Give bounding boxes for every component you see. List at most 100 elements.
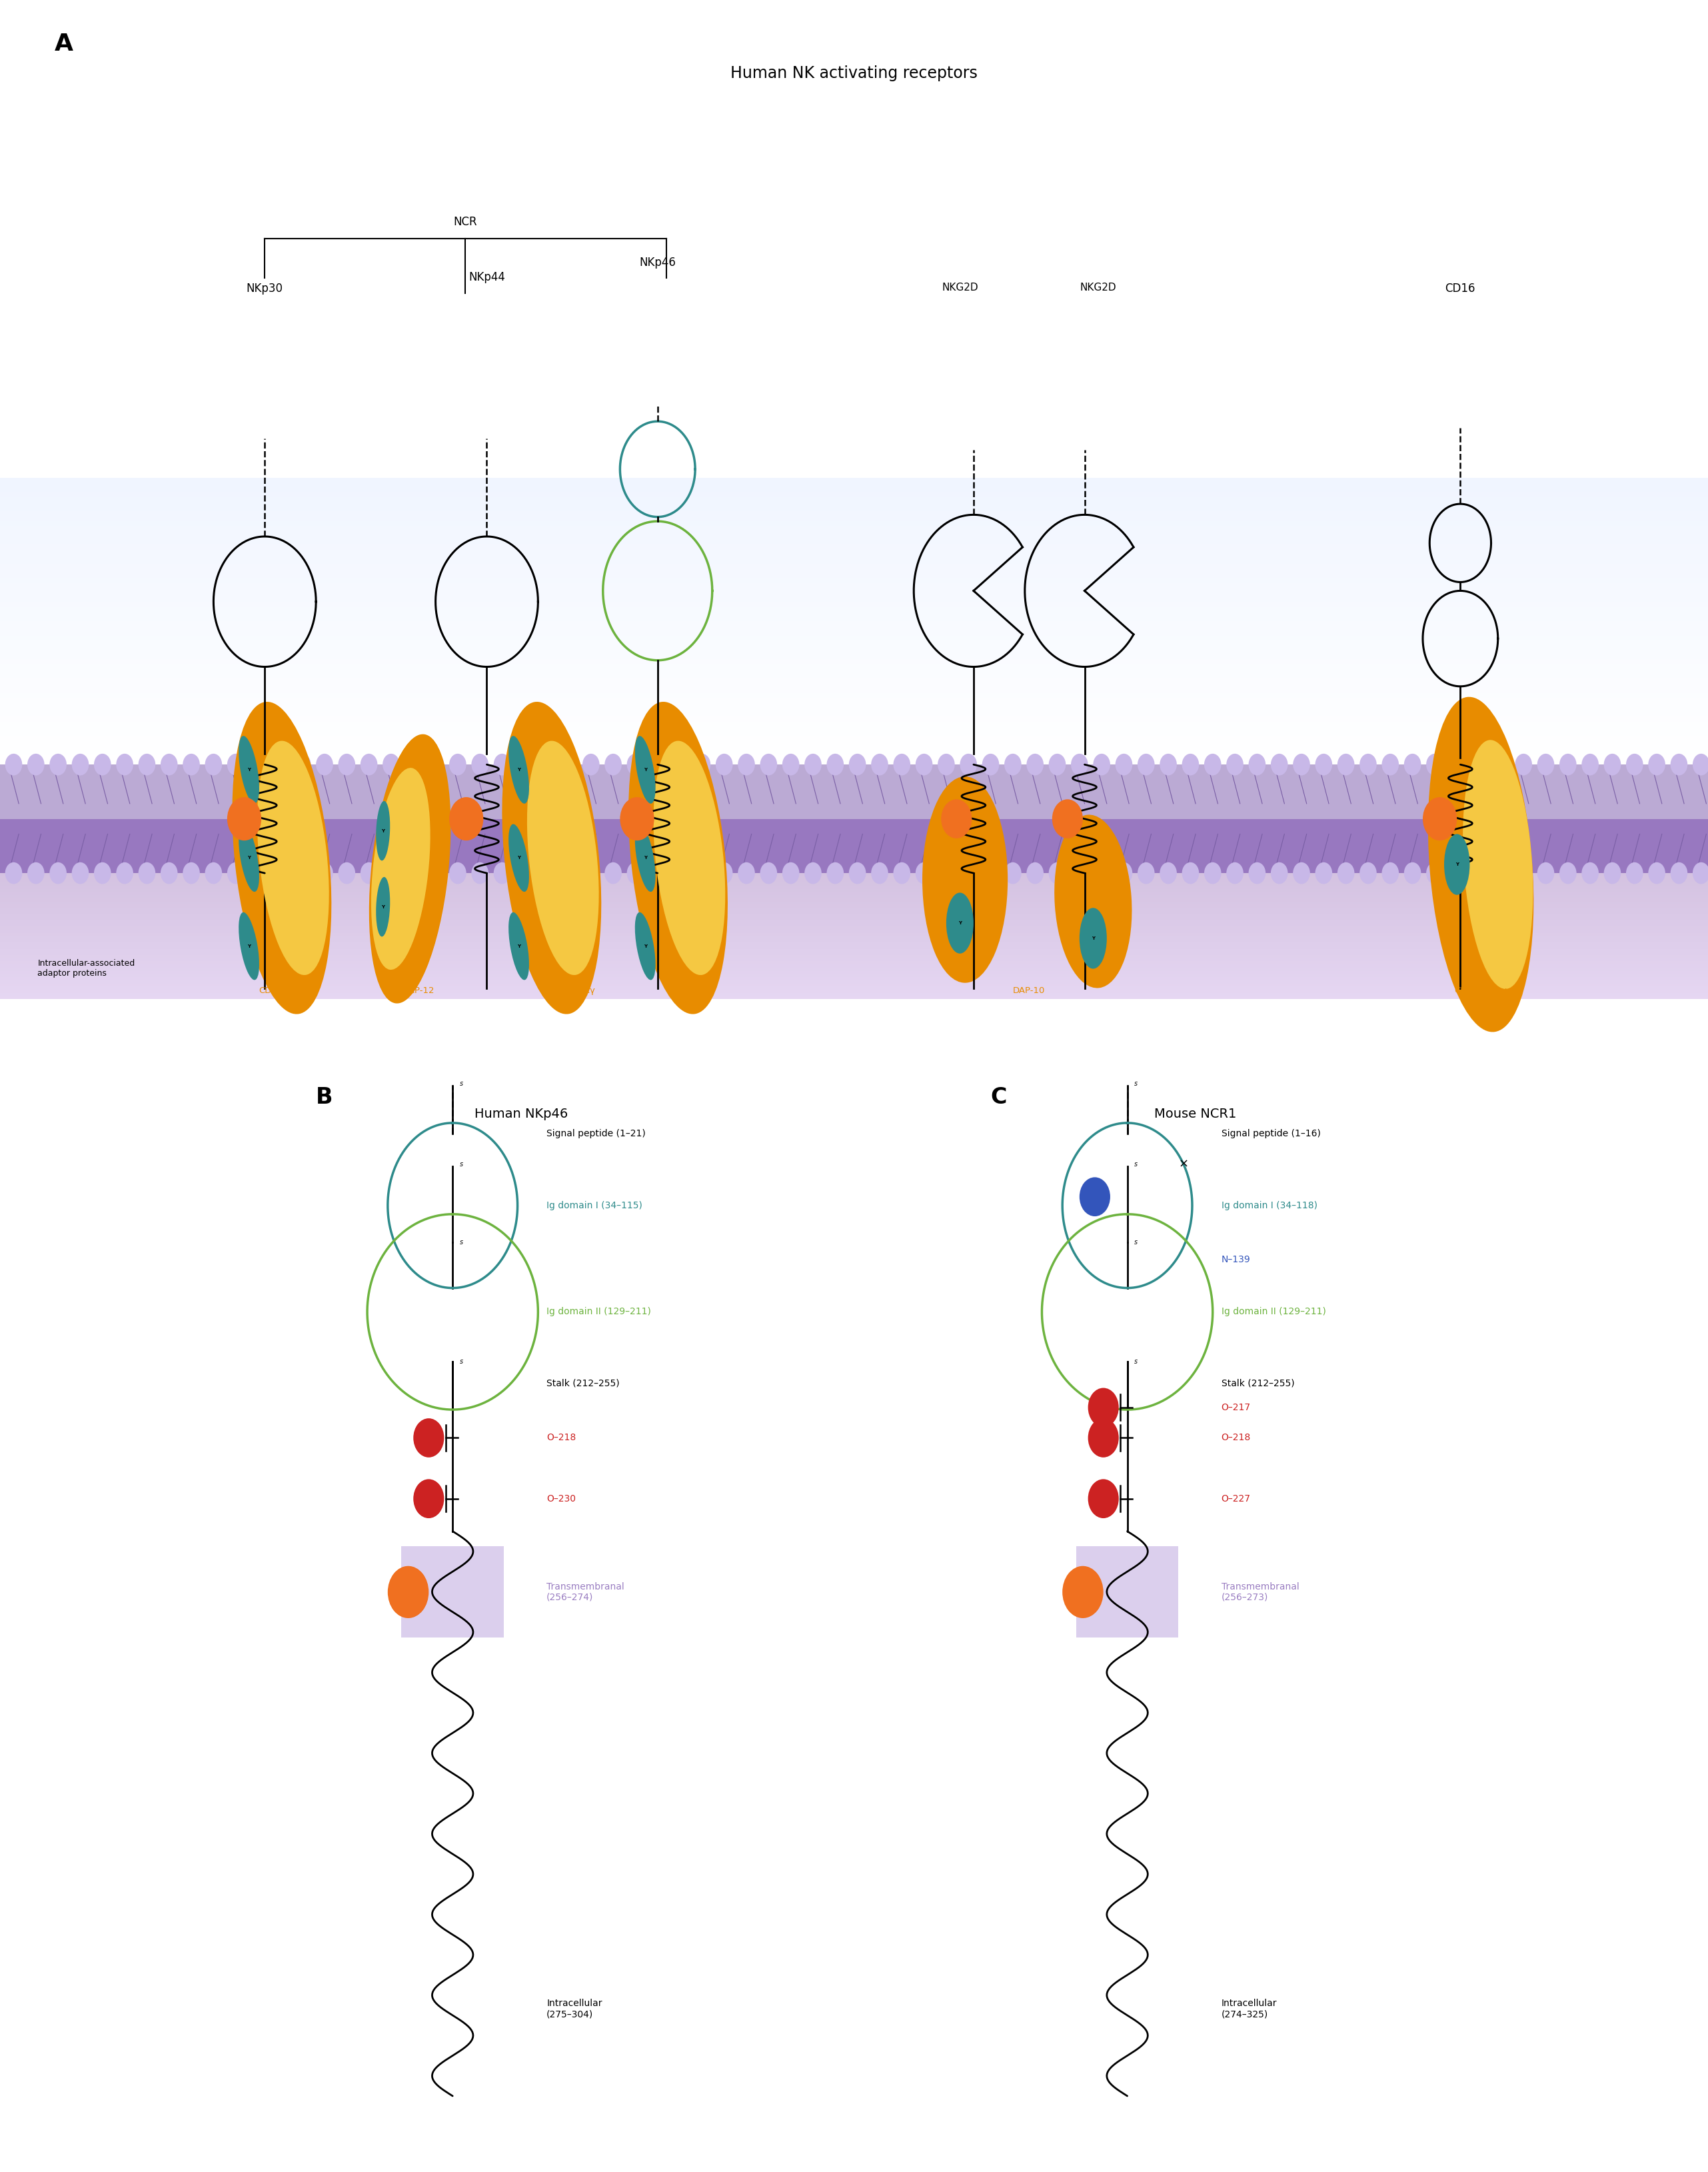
FancyBboxPatch shape bbox=[0, 602, 1708, 606]
Text: CD3ζ/FcεRγ: CD3ζ/FcεRγ bbox=[1455, 986, 1506, 995]
Circle shape bbox=[338, 754, 355, 775]
Circle shape bbox=[627, 754, 644, 775]
Circle shape bbox=[183, 862, 200, 884]
Circle shape bbox=[494, 862, 511, 884]
Circle shape bbox=[338, 862, 355, 884]
FancyBboxPatch shape bbox=[0, 613, 1708, 617]
Ellipse shape bbox=[376, 801, 389, 860]
Circle shape bbox=[1382, 862, 1399, 884]
FancyBboxPatch shape bbox=[0, 910, 1708, 914]
Text: NKp30: NKp30 bbox=[246, 282, 284, 295]
Text: DAP-12: DAP-12 bbox=[403, 986, 434, 995]
Circle shape bbox=[449, 862, 466, 884]
Circle shape bbox=[427, 862, 444, 884]
Text: CD16: CD16 bbox=[1445, 282, 1476, 295]
Text: NKG2D: NKG2D bbox=[1079, 282, 1117, 293]
Text: C: C bbox=[991, 1086, 1008, 1108]
Ellipse shape bbox=[922, 775, 1008, 982]
FancyBboxPatch shape bbox=[0, 886, 1708, 888]
FancyBboxPatch shape bbox=[0, 736, 1708, 741]
Circle shape bbox=[560, 754, 577, 775]
Circle shape bbox=[1071, 754, 1088, 775]
FancyBboxPatch shape bbox=[0, 930, 1708, 934]
FancyBboxPatch shape bbox=[0, 997, 1708, 999]
FancyBboxPatch shape bbox=[1076, 1546, 1179, 1638]
FancyBboxPatch shape bbox=[0, 951, 1708, 956]
Text: DAP-10: DAP-10 bbox=[1013, 986, 1045, 995]
Ellipse shape bbox=[635, 823, 656, 893]
Circle shape bbox=[1559, 862, 1576, 884]
Ellipse shape bbox=[509, 736, 529, 804]
FancyBboxPatch shape bbox=[0, 697, 1708, 702]
Circle shape bbox=[1693, 862, 1708, 884]
Circle shape bbox=[1515, 862, 1532, 884]
Circle shape bbox=[1049, 862, 1066, 884]
FancyBboxPatch shape bbox=[0, 990, 1708, 993]
FancyBboxPatch shape bbox=[0, 510, 1708, 517]
FancyBboxPatch shape bbox=[0, 895, 1708, 899]
FancyBboxPatch shape bbox=[0, 597, 1708, 602]
Circle shape bbox=[804, 862, 822, 884]
FancyBboxPatch shape bbox=[0, 908, 1708, 910]
Ellipse shape bbox=[376, 877, 389, 936]
Circle shape bbox=[782, 754, 799, 775]
Circle shape bbox=[1027, 862, 1044, 884]
FancyBboxPatch shape bbox=[0, 945, 1708, 949]
FancyBboxPatch shape bbox=[0, 482, 1708, 487]
Ellipse shape bbox=[1445, 834, 1469, 895]
Text: s: s bbox=[1134, 1358, 1138, 1366]
FancyBboxPatch shape bbox=[0, 702, 1708, 708]
Circle shape bbox=[1360, 754, 1377, 775]
Circle shape bbox=[538, 862, 555, 884]
FancyBboxPatch shape bbox=[0, 554, 1708, 558]
FancyBboxPatch shape bbox=[0, 956, 1708, 958]
FancyBboxPatch shape bbox=[0, 958, 1708, 962]
Text: Y: Y bbox=[644, 767, 647, 771]
FancyBboxPatch shape bbox=[0, 721, 1708, 725]
Circle shape bbox=[249, 862, 266, 884]
FancyBboxPatch shape bbox=[0, 993, 1708, 997]
Circle shape bbox=[1249, 754, 1266, 775]
Text: Ig domain I (34–118): Ig domain I (34–118) bbox=[1221, 1201, 1317, 1210]
Text: O–227: O–227 bbox=[1221, 1494, 1250, 1503]
Circle shape bbox=[1226, 862, 1243, 884]
Circle shape bbox=[138, 754, 155, 775]
Circle shape bbox=[1448, 862, 1465, 884]
FancyBboxPatch shape bbox=[0, 756, 1708, 760]
FancyBboxPatch shape bbox=[0, 938, 1708, 943]
FancyBboxPatch shape bbox=[0, 660, 1708, 665]
Circle shape bbox=[161, 754, 178, 775]
Circle shape bbox=[1226, 754, 1243, 775]
Ellipse shape bbox=[1428, 697, 1534, 1032]
FancyBboxPatch shape bbox=[0, 626, 1708, 630]
FancyBboxPatch shape bbox=[0, 654, 1708, 660]
Text: Intracellular
(275–304): Intracellular (275–304) bbox=[547, 1998, 603, 2020]
Text: NKG2D: NKG2D bbox=[941, 282, 979, 293]
FancyBboxPatch shape bbox=[0, 530, 1708, 534]
Circle shape bbox=[94, 754, 111, 775]
Circle shape bbox=[1337, 754, 1354, 775]
Circle shape bbox=[1559, 754, 1576, 775]
Circle shape bbox=[960, 862, 977, 884]
Circle shape bbox=[827, 862, 844, 884]
FancyBboxPatch shape bbox=[0, 819, 1708, 873]
Text: s: s bbox=[1134, 1160, 1138, 1169]
FancyBboxPatch shape bbox=[0, 641, 1708, 645]
FancyBboxPatch shape bbox=[0, 506, 1708, 510]
Circle shape bbox=[1582, 754, 1599, 775]
Text: O–218: O–218 bbox=[547, 1434, 576, 1442]
Circle shape bbox=[1271, 754, 1288, 775]
Text: Signal peptide (1–16): Signal peptide (1–16) bbox=[1221, 1129, 1320, 1138]
Circle shape bbox=[1493, 754, 1510, 775]
Circle shape bbox=[1426, 754, 1443, 775]
Text: Y: Y bbox=[1091, 936, 1095, 940]
FancyBboxPatch shape bbox=[0, 921, 1708, 923]
Ellipse shape bbox=[502, 702, 601, 1014]
Ellipse shape bbox=[239, 912, 260, 980]
Circle shape bbox=[1604, 754, 1621, 775]
Text: NKp46: NKp46 bbox=[639, 256, 676, 269]
FancyBboxPatch shape bbox=[0, 717, 1708, 721]
Circle shape bbox=[649, 862, 666, 884]
Circle shape bbox=[1582, 862, 1599, 884]
FancyBboxPatch shape bbox=[0, 550, 1708, 554]
